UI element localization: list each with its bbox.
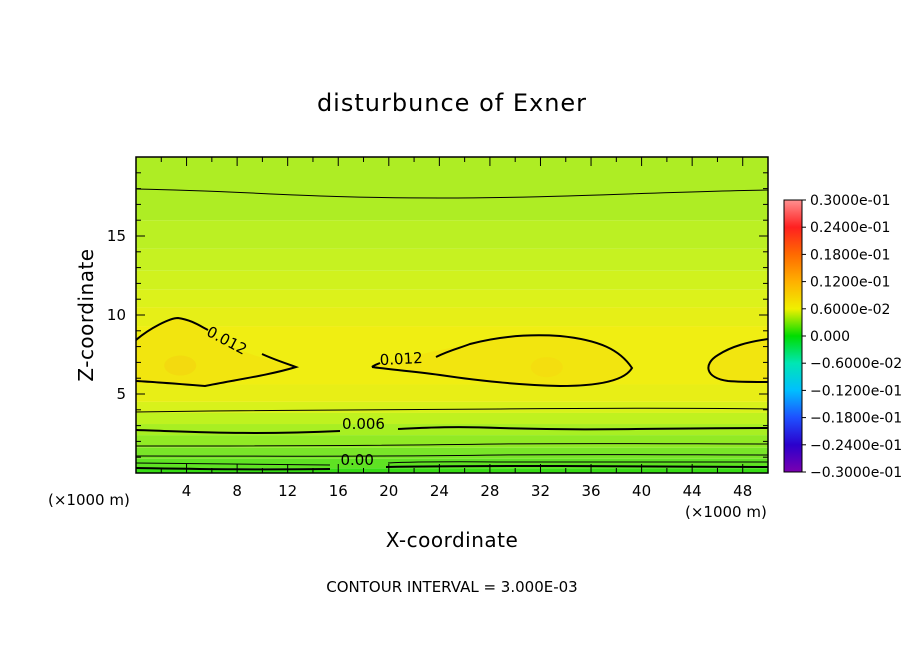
x-tick-label: 4 <box>182 482 192 500</box>
x-tick-label: 20 <box>379 482 398 500</box>
contour-interval-note: CONTOUR INTERVAL = 3.000E-03 <box>326 578 577 596</box>
y-tick-labels: 5 10 15 <box>107 227 126 403</box>
contour-band <box>136 435 768 448</box>
colorbar-label: 0.000 <box>810 329 850 345</box>
x-tick-label: 28 <box>480 482 499 500</box>
colorbar-label: 0.1200e-01 <box>810 275 890 291</box>
contour-line <box>136 426 768 434</box>
contour-band <box>136 424 768 436</box>
contour-lines <box>136 188 768 471</box>
colorbar-label: 0.3000e-01 <box>810 193 890 209</box>
x-unit-right: (×1000 m) <box>685 503 767 521</box>
contour-band <box>136 289 768 308</box>
x-tick-labels: 4 8 12 16 20 24 28 32 36 40 44 48 <box>182 482 752 500</box>
contour-band <box>136 307 768 327</box>
colorbar-label: 0.6000e-02 <box>810 302 890 318</box>
x-axis-label: X-coordinate <box>386 528 519 552</box>
contour-line <box>136 454 768 457</box>
colorbar-label: −0.3000e-01 <box>810 465 902 481</box>
high-region-right <box>708 339 768 382</box>
colorbar-labels: 0.3000e-01 0.2400e-01 0.1800e-01 0.1200e-01… <box>802 193 902 481</box>
x-tick-label: 40 <box>632 482 651 500</box>
y-tick-label: 10 <box>107 306 126 324</box>
contour-line <box>136 188 768 199</box>
contour-label: 0.00 <box>340 451 373 469</box>
colorbar-label: 0.2400e-01 <box>810 220 890 236</box>
contour-band <box>136 384 768 402</box>
x-tick-label: 16 <box>329 482 348 500</box>
contour-line <box>136 461 768 466</box>
contour-band <box>136 220 768 249</box>
colorbar-label: −0.6000e-02 <box>810 356 902 372</box>
local-maxima <box>164 355 563 378</box>
contour-band <box>136 401 768 413</box>
contour-band <box>136 468 768 473</box>
contour-label: 0.012 <box>379 349 423 369</box>
contour-band <box>136 248 768 271</box>
contour-band <box>136 157 768 221</box>
colorbar-label: 0.1800e-01 <box>810 247 890 263</box>
x-tick-label: 8 <box>232 482 242 500</box>
contour-band <box>136 458 768 469</box>
x-tick-label: 24 <box>430 482 449 500</box>
x-tick-label: 48 <box>733 482 752 500</box>
contour-012-center <box>371 334 634 388</box>
x-tick-label: 32 <box>531 482 550 500</box>
colorbar-label: −0.1800e-01 <box>810 411 902 427</box>
y-tick-label: 5 <box>116 385 126 403</box>
x-tick-label: 12 <box>278 482 297 500</box>
x-tick-label: 36 <box>581 482 600 500</box>
colorbar-label: −0.1200e-01 <box>810 383 902 399</box>
chart-title: disturbunce of Exner <box>317 89 587 117</box>
contour-band <box>136 270 768 290</box>
contour-line <box>136 407 768 413</box>
y-axis-label: Z-coordinate <box>74 248 98 381</box>
contour-line <box>136 443 768 447</box>
colorbar-label: −0.2400e-01 <box>810 438 902 454</box>
contour-label: 0.006 <box>342 415 385 433</box>
x-tick-label: 44 <box>683 482 702 500</box>
high-region-center <box>372 335 632 386</box>
y-tick-label: 15 <box>107 227 126 245</box>
contour-band <box>136 412 768 425</box>
contour-fill-bands <box>136 157 768 473</box>
local-maximum <box>530 357 563 378</box>
contour-band <box>136 447 768 459</box>
axis-ticks <box>136 157 768 473</box>
local-maximum <box>164 355 197 376</box>
contour-012-left <box>136 316 300 388</box>
colorbar <box>783 199 803 473</box>
x-unit-left: (×1000 m) <box>48 491 130 509</box>
contour-012-right <box>707 338 768 383</box>
